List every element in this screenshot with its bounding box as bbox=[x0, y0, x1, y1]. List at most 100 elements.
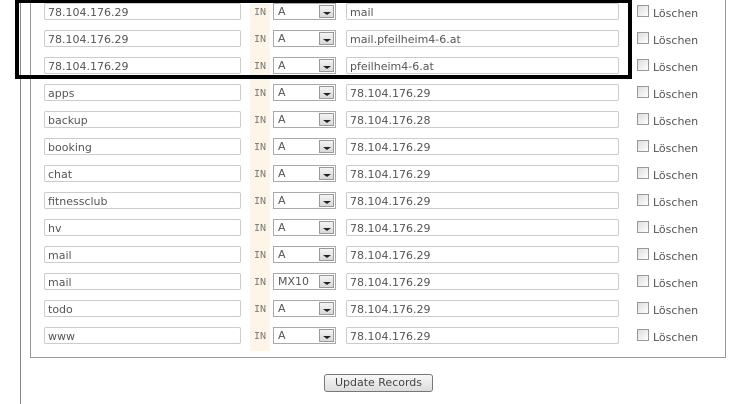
record-value-input[interactable]: mail.pfeilheim4-6.at bbox=[346, 30, 619, 47]
record-value-input[interactable]: 78.104.176.29 bbox=[346, 327, 619, 344]
record-name-input[interactable]: apps bbox=[44, 84, 241, 101]
record-type-select[interactable]: A bbox=[273, 111, 336, 128]
record-type-select[interactable]: A bbox=[273, 84, 336, 101]
record-type-value: A bbox=[278, 194, 286, 207]
delete-checkbox[interactable] bbox=[637, 302, 649, 314]
record-type-value: A bbox=[278, 248, 286, 261]
chevron-down-icon[interactable] bbox=[319, 5, 334, 18]
record-row: todo IN A 78.104.176.29 Löschen bbox=[0, 297, 736, 324]
record-row: 78.104.176.29 IN A mail Löschen bbox=[0, 0, 736, 27]
delete-checkbox[interactable] bbox=[637, 5, 649, 17]
chevron-down-icon[interactable] bbox=[319, 59, 334, 72]
record-class: IN bbox=[250, 297, 270, 324]
record-class: IN bbox=[250, 216, 270, 243]
record-class: IN bbox=[250, 189, 270, 216]
record-row: chat IN A 78.104.176.29 Löschen bbox=[0, 162, 736, 189]
record-value-input[interactable]: 78.104.176.29 bbox=[346, 84, 619, 101]
record-name-input[interactable]: mail bbox=[44, 246, 241, 263]
record-row: booking IN A 78.104.176.29 Löschen bbox=[0, 135, 736, 162]
delete-checkbox[interactable] bbox=[637, 140, 649, 152]
delete-checkbox[interactable] bbox=[637, 59, 649, 71]
record-name-input[interactable]: www bbox=[44, 327, 241, 344]
delete-checkbox[interactable] bbox=[637, 194, 649, 206]
record-name-input[interactable]: mail bbox=[44, 273, 241, 290]
record-type-select[interactable]: A bbox=[273, 219, 336, 236]
record-row: 78.104.176.29 IN A pfeilheim4-6.at Lösch… bbox=[0, 54, 736, 81]
record-value-input[interactable]: pfeilheim4-6.at bbox=[346, 57, 619, 74]
record-class: IN bbox=[250, 324, 270, 351]
record-name-input[interactable]: booking bbox=[44, 138, 241, 155]
chevron-down-icon[interactable] bbox=[319, 275, 334, 288]
chevron-down-icon[interactable] bbox=[319, 140, 334, 153]
record-type-select[interactable]: A bbox=[273, 3, 336, 20]
delete-label: Löschen bbox=[653, 223, 699, 236]
record-type-value: A bbox=[278, 302, 286, 315]
record-type-select[interactable]: A bbox=[273, 57, 336, 74]
record-value-input[interactable]: 78.104.176.28 bbox=[346, 111, 619, 128]
record-name-input[interactable]: backup bbox=[44, 111, 241, 128]
record-type-select[interactable]: A bbox=[273, 138, 336, 155]
record-type-select[interactable]: A bbox=[273, 30, 336, 47]
record-row: mail IN MX10 78.104.176.29 Löschen bbox=[0, 270, 736, 297]
record-type-value: A bbox=[278, 32, 286, 45]
record-type-value: A bbox=[278, 113, 286, 126]
record-value-input[interactable]: 78.104.176.29 bbox=[346, 300, 619, 317]
delete-label: Löschen bbox=[653, 169, 699, 182]
record-class: IN bbox=[250, 0, 270, 27]
record-row: fitnessclub IN A 78.104.176.29 Löschen bbox=[0, 189, 736, 216]
delete-label: Löschen bbox=[653, 61, 699, 74]
record-type-value: A bbox=[278, 59, 286, 72]
chevron-down-icon[interactable] bbox=[319, 113, 334, 126]
chevron-down-icon[interactable] bbox=[319, 32, 334, 45]
delete-checkbox[interactable] bbox=[637, 329, 649, 341]
record-name-input[interactable]: hv bbox=[44, 219, 241, 236]
record-value-input[interactable]: mail bbox=[346, 3, 619, 20]
delete-checkbox[interactable] bbox=[637, 32, 649, 44]
record-value-input[interactable]: 78.104.176.29 bbox=[346, 273, 619, 290]
record-value-input[interactable]: 78.104.176.29 bbox=[346, 246, 619, 263]
record-value-input[interactable]: 78.104.176.29 bbox=[346, 219, 619, 236]
left-divider bbox=[20, 0, 21, 404]
delete-label: Löschen bbox=[653, 331, 699, 344]
record-name-input[interactable]: todo bbox=[44, 300, 241, 317]
record-type-value: MX10 bbox=[278, 275, 310, 288]
record-value-input[interactable]: 78.104.176.29 bbox=[346, 165, 619, 182]
chevron-down-icon[interactable] bbox=[319, 221, 334, 234]
record-value-input[interactable]: 78.104.176.29 bbox=[346, 192, 619, 209]
delete-checkbox[interactable] bbox=[637, 86, 649, 98]
delete-checkbox[interactable] bbox=[637, 275, 649, 287]
record-class: IN bbox=[250, 162, 270, 189]
record-name-input[interactable]: fitnessclub bbox=[44, 192, 241, 209]
record-type-select[interactable]: A bbox=[273, 246, 336, 263]
delete-checkbox[interactable] bbox=[637, 248, 649, 260]
record-type-value: A bbox=[278, 329, 286, 342]
record-name-input[interactable]: chat bbox=[44, 165, 241, 182]
delete-label: Löschen bbox=[653, 196, 699, 209]
chevron-down-icon[interactable] bbox=[319, 194, 334, 207]
delete-checkbox[interactable] bbox=[637, 113, 649, 125]
record-type-select[interactable]: A bbox=[273, 327, 336, 344]
record-name-input[interactable]: 78.104.176.29 bbox=[44, 57, 241, 74]
record-value-input[interactable]: 78.104.176.29 bbox=[346, 138, 619, 155]
record-name-input[interactable]: 78.104.176.29 bbox=[44, 30, 241, 47]
chevron-down-icon[interactable] bbox=[319, 248, 334, 261]
update-records-button[interactable]: Update Records bbox=[324, 374, 433, 392]
delete-label: Löschen bbox=[653, 277, 699, 290]
chevron-down-icon[interactable] bbox=[319, 302, 334, 315]
delete-checkbox[interactable] bbox=[637, 221, 649, 233]
delete-label: Löschen bbox=[653, 142, 699, 155]
delete-label: Löschen bbox=[653, 7, 699, 20]
record-type-select[interactable]: MX10 bbox=[273, 273, 336, 290]
record-type-select[interactable]: A bbox=[273, 165, 336, 182]
chevron-down-icon[interactable] bbox=[319, 167, 334, 180]
delete-checkbox[interactable] bbox=[637, 167, 649, 179]
chevron-down-icon[interactable] bbox=[319, 329, 334, 342]
records-panel bbox=[30, 0, 726, 358]
chevron-down-icon[interactable] bbox=[319, 86, 334, 99]
record-type-select[interactable]: A bbox=[273, 192, 336, 209]
record-name-input[interactable]: 78.104.176.29 bbox=[44, 3, 241, 20]
record-class: IN bbox=[250, 270, 270, 297]
record-row: backup IN A 78.104.176.28 Löschen bbox=[0, 108, 736, 135]
record-type-select[interactable]: A bbox=[273, 300, 336, 317]
record-row: www IN A 78.104.176.29 Löschen bbox=[0, 324, 736, 351]
